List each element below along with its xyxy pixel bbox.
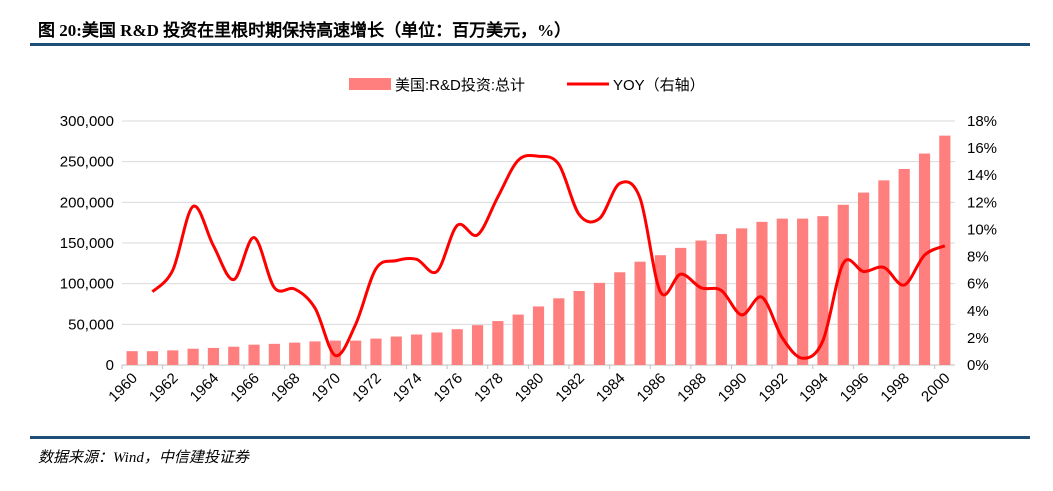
bar — [878, 180, 890, 365]
bar — [614, 272, 626, 365]
bar — [390, 336, 402, 365]
bar — [309, 341, 321, 365]
bar — [492, 321, 504, 365]
bar — [797, 218, 809, 365]
bar — [411, 334, 423, 365]
right-tick-label: 16% — [967, 140, 997, 157]
x-tick-label: 1986 — [634, 370, 670, 406]
right-tick-label: 6% — [967, 276, 989, 293]
left-tick-label: 150,000 — [60, 235, 114, 252]
x-tick-label: 1972 — [349, 370, 385, 406]
x-tick-label: 1996 — [837, 370, 873, 406]
bar — [634, 261, 646, 365]
bar — [167, 350, 179, 365]
right-tick-label: 18% — [967, 113, 997, 130]
x-tick-label: 1960 — [105, 370, 141, 406]
bar — [817, 216, 829, 365]
x-tick-label: 1964 — [187, 370, 223, 406]
bar — [350, 340, 362, 365]
bar — [532, 306, 545, 365]
x-tick-label: 1968 — [268, 370, 304, 406]
x-tick-label: 1990 — [715, 370, 751, 406]
bar — [736, 228, 748, 365]
x-tick-label: 1970 — [309, 370, 345, 406]
bar — [654, 255, 666, 365]
bar — [512, 314, 524, 365]
bar — [228, 346, 240, 365]
bar — [268, 343, 280, 365]
x-tick-label: 1988 — [674, 370, 710, 406]
bar — [756, 221, 768, 365]
x-tick-label: 1980 — [512, 370, 548, 406]
x-tick-label: 1982 — [552, 370, 588, 406]
bar — [471, 325, 484, 365]
bar — [695, 240, 707, 365]
left-tick-label: 100,000 — [60, 276, 114, 293]
legend-bar-label: 美国:R&D投资:总计 — [395, 77, 525, 94]
bar — [857, 192, 870, 365]
left-tick-label: 200,000 — [60, 194, 114, 211]
x-tick-label: 1976 — [430, 370, 466, 406]
source-note: 数据来源：Wind，中信建投证券 — [38, 450, 249, 466]
left-tick-label: 300,000 — [60, 113, 114, 130]
x-tick-label: 2000 — [918, 370, 954, 406]
x-tick-label: 1974 — [390, 370, 426, 406]
legend-line-label: YOY（右轴） — [613, 77, 705, 94]
bar — [593, 282, 606, 365]
x-tick-label: 1966 — [227, 370, 263, 406]
bar — [715, 234, 727, 365]
bar — [939, 135, 951, 365]
yoy-line — [151, 153, 946, 360]
left-tick-label: 0 — [106, 357, 114, 374]
bar — [573, 290, 585, 365]
bar — [553, 298, 565, 365]
right-tick-label: 2% — [967, 330, 989, 347]
x-tick-label: 1984 — [593, 370, 629, 406]
x-tick-label: 1978 — [471, 370, 507, 406]
bar — [898, 168, 910, 365]
x-tick-label: 1998 — [877, 370, 913, 406]
right-tick-label: 4% — [967, 303, 989, 320]
legend-bar-swatch — [349, 78, 391, 90]
bar — [776, 218, 788, 365]
bar — [451, 329, 463, 365]
bar — [126, 351, 138, 365]
title-rule — [30, 43, 1030, 46]
bar — [675, 247, 687, 365]
bar — [918, 153, 931, 365]
right-tick-label: 10% — [967, 221, 997, 238]
bar — [289, 342, 301, 365]
footer-rule — [30, 436, 1030, 439]
right-tick-label: 14% — [967, 167, 997, 184]
figure-title: 图 20:美国 R&D 投资在里根时期保持高速增长（单位：百万美元，%） — [38, 21, 572, 40]
right-tick-label: 8% — [967, 249, 989, 266]
bar — [248, 344, 260, 365]
right-tick-label: 12% — [967, 194, 997, 211]
left-tick-label: 250,000 — [60, 154, 114, 171]
bar — [370, 338, 382, 365]
x-tick-label: 1992 — [756, 370, 792, 406]
bar — [329, 340, 341, 365]
bar — [187, 348, 199, 365]
bar — [431, 332, 443, 365]
left-tick-label: 50,000 — [68, 316, 114, 333]
x-tick-label: 1962 — [146, 370, 182, 406]
x-tick-label: 1994 — [796, 370, 832, 406]
bar — [146, 351, 159, 365]
bar — [207, 347, 220, 365]
bar — [837, 204, 849, 365]
right-tick-label: 0% — [967, 357, 989, 374]
